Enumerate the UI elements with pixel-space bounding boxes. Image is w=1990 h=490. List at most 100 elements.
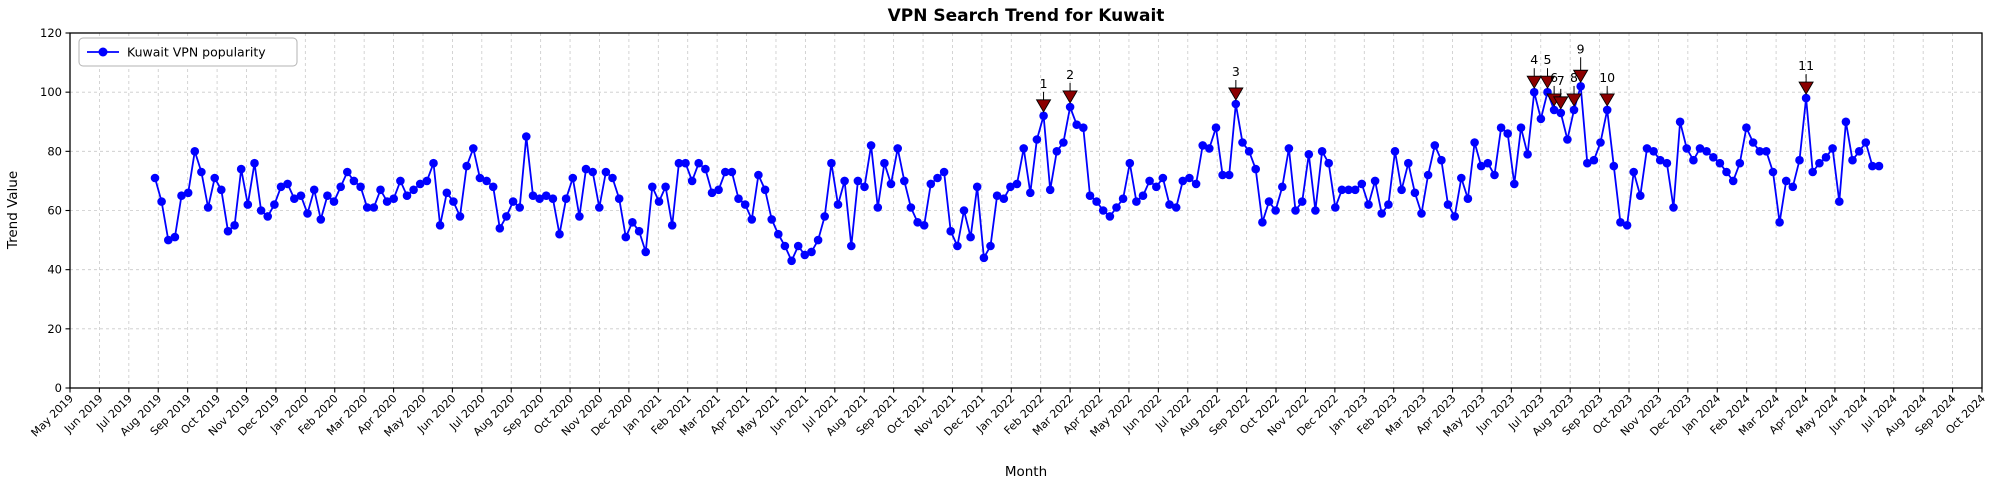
y-tick-label: 80 xyxy=(47,144,62,158)
data-point xyxy=(1762,147,1771,156)
data-point xyxy=(1835,197,1844,206)
data-point xyxy=(1264,197,1274,206)
data-point xyxy=(1589,155,1599,165)
data-point xyxy=(429,158,438,168)
data-point xyxy=(1059,138,1068,147)
data-point xyxy=(1085,191,1095,200)
annotations: 1 2 3 4 5 67 8 9 10 11 xyxy=(1035,41,1814,113)
data-point xyxy=(1218,170,1227,180)
data-point xyxy=(1569,105,1579,115)
annotation-triangle-icon xyxy=(1035,99,1052,113)
data-point xyxy=(1709,153,1718,162)
data-point xyxy=(1549,105,1559,115)
data-point xyxy=(1702,147,1711,156)
data-point xyxy=(707,188,717,198)
data-point xyxy=(687,176,697,186)
data-point xyxy=(1503,129,1512,138)
data-point xyxy=(1364,200,1373,209)
data-point xyxy=(813,235,823,245)
data-point xyxy=(442,188,452,198)
data-point xyxy=(1317,147,1327,156)
data-point xyxy=(210,173,219,183)
data-point xyxy=(1092,197,1101,206)
data-point xyxy=(900,176,909,186)
data-point xyxy=(1669,203,1678,212)
plot-border xyxy=(69,32,1983,389)
data-point xyxy=(1854,147,1864,156)
legend-marker-icon xyxy=(98,47,108,57)
data-point xyxy=(833,200,843,209)
data-point xyxy=(455,212,465,221)
annotation-label: 11 xyxy=(1798,58,1814,73)
data-point xyxy=(356,182,365,192)
annotation-triangle-icon xyxy=(1539,75,1556,90)
data-point xyxy=(1370,176,1380,186)
data-point xyxy=(1350,185,1360,195)
data-point xyxy=(435,221,445,230)
data-point xyxy=(774,229,783,239)
data-point xyxy=(1483,158,1493,168)
data-point xyxy=(1496,123,1506,132)
data-point xyxy=(1138,191,1148,200)
data-series xyxy=(150,82,1884,266)
data-point xyxy=(217,185,226,195)
data-point xyxy=(780,241,790,251)
data-point xyxy=(183,188,193,198)
data-point xyxy=(508,197,518,206)
data-point xyxy=(343,167,352,177)
data-point xyxy=(747,215,757,224)
data-point xyxy=(1052,147,1062,156)
data-point xyxy=(1026,188,1035,198)
data-point xyxy=(1868,161,1877,171)
data-point xyxy=(1311,206,1320,215)
data-point xyxy=(1284,144,1294,153)
data-point xyxy=(548,194,558,203)
data-point xyxy=(694,158,703,168)
data-point xyxy=(621,232,631,242)
data-point xyxy=(1821,153,1831,162)
data-point xyxy=(1205,144,1214,153)
data-point xyxy=(681,158,690,168)
data-point xyxy=(422,176,432,186)
data-point xyxy=(1045,185,1055,195)
data-point xyxy=(1423,170,1433,180)
axes-spines xyxy=(69,32,1983,389)
data-point xyxy=(1649,147,1658,156)
data-point xyxy=(362,203,372,212)
data-point xyxy=(701,164,710,174)
data-point xyxy=(561,194,571,203)
data-point xyxy=(919,221,929,230)
annotation-triangle-icon xyxy=(1526,75,1543,90)
data-point xyxy=(382,197,392,206)
data-point xyxy=(1662,158,1672,168)
data-point xyxy=(1125,158,1135,168)
data-point xyxy=(1815,158,1824,168)
y-tick-label: 120 xyxy=(40,26,62,40)
y-tick-label: 20 xyxy=(47,322,62,336)
data-point xyxy=(1788,182,1798,192)
data-point xyxy=(787,256,796,266)
legend-label: Kuwait VPN popularity xyxy=(127,45,266,60)
data-point xyxy=(1622,221,1632,230)
data-point xyxy=(886,179,896,189)
data-point xyxy=(528,191,538,200)
data-point xyxy=(1132,197,1141,206)
data-point xyxy=(1357,179,1367,189)
y-tick-label: 40 xyxy=(47,263,62,277)
data-point xyxy=(1297,197,1307,206)
data-point xyxy=(601,167,611,177)
data-point xyxy=(1808,167,1817,177)
data-point xyxy=(1377,209,1386,218)
data-point xyxy=(415,179,425,189)
data-point xyxy=(1331,203,1340,212)
data-point xyxy=(1437,155,1446,165)
data-point xyxy=(674,158,684,168)
data-point xyxy=(223,226,233,236)
data-point xyxy=(495,224,505,233)
data-point xyxy=(873,203,883,212)
data-point xyxy=(1118,194,1128,203)
data-point xyxy=(866,141,876,150)
data-point xyxy=(1344,185,1353,195)
data-point xyxy=(369,203,379,212)
data-point xyxy=(1098,206,1108,215)
